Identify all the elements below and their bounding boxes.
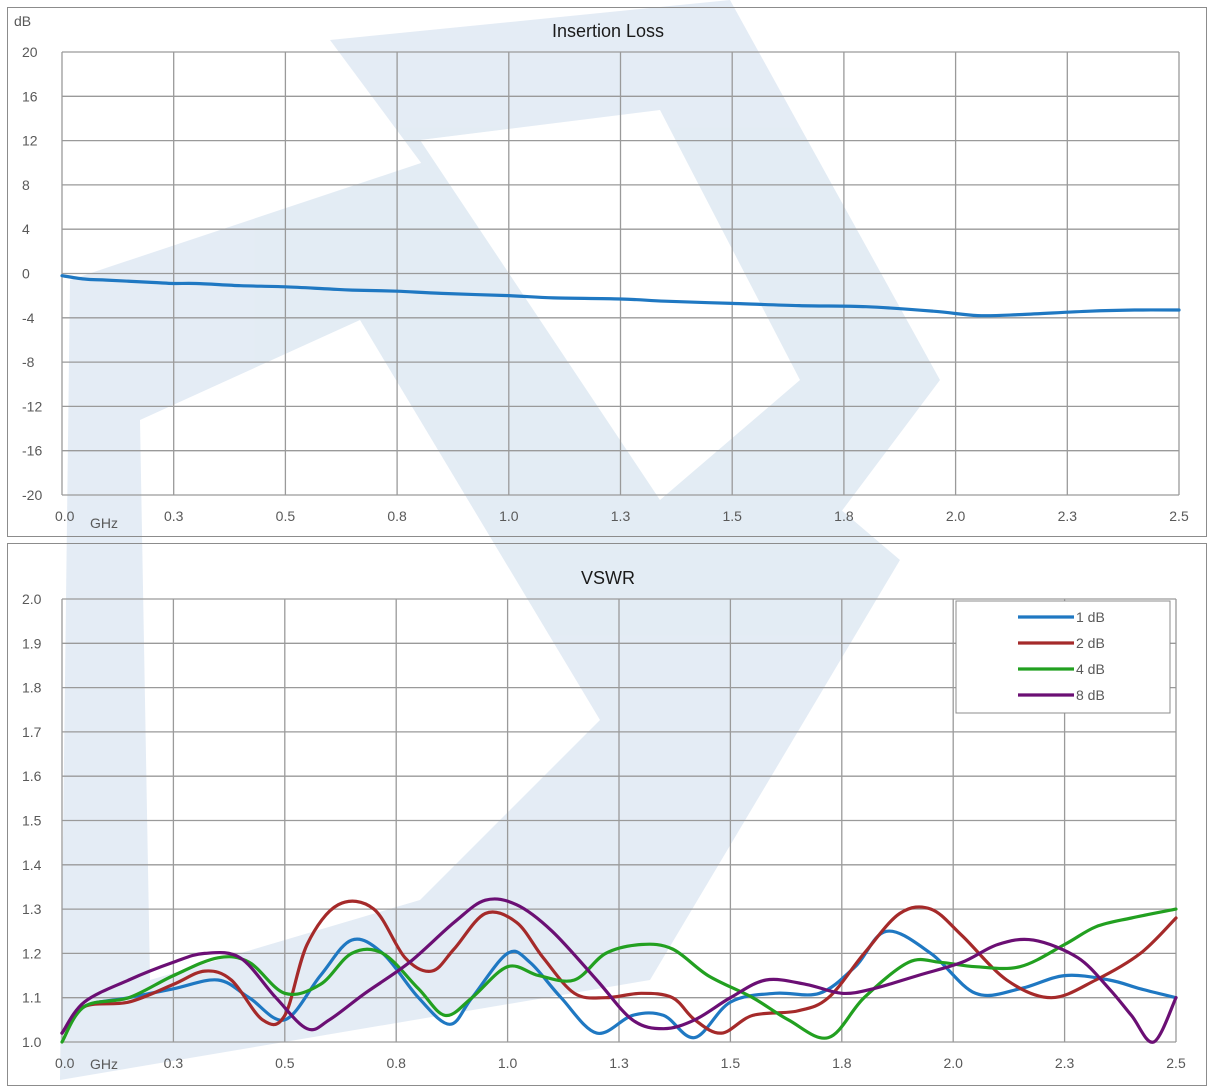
y-tick-label: 1.0: [22, 1034, 42, 1050]
x-tick-label: 1.5: [721, 1055, 741, 1071]
y-tick-label: -4: [22, 310, 35, 326]
y-tick-label: 2.0: [22, 591, 42, 607]
legend-label: 4 dB: [1076, 661, 1105, 677]
y-tick-label: 12: [22, 133, 38, 149]
legend-label: 8 dB: [1076, 687, 1105, 703]
x-tick-label: 0.8: [387, 508, 407, 524]
x-tick-label: 1.5: [722, 508, 742, 524]
x-axis-unit-label: GHz: [90, 515, 118, 531]
series-line-8-db: [60, 897, 1178, 1044]
x-tick-label: 1.0: [498, 1055, 518, 1071]
chart-title: Insertion Loss: [552, 21, 664, 41]
y-tick-label: 20: [22, 44, 38, 60]
insertion-loss-panel: 20 16 12 8 4 0 -4 -8 -12 -16 -20 0.0 0.3 0.5 0.8 1.0 1.…: [7, 7, 1207, 537]
insertion-loss-chart: 20 16 12 8 4 0 -4 -8 -12 -16 -20 0.0 0.3 0.5 0.8 1.0 1.…: [14, 13, 1189, 531]
x-tick-label: 1.8: [832, 1055, 852, 1071]
x-tick-label: 0.0: [55, 1055, 75, 1071]
x-tick-label: 2.0: [946, 508, 966, 524]
x-tick-label: 1.3: [609, 1055, 629, 1071]
y-tick-label: 0: [22, 266, 30, 282]
x-tick-label: 1.0: [499, 508, 519, 524]
x-tick-label: 0.5: [275, 1055, 295, 1071]
x-axis-unit-label: GHz: [90, 1056, 118, 1072]
series-line-1-db: [60, 929, 1178, 1040]
vswr-chart: 2.0 1.9 1.8 1.7 1.6 1.5 1.4 1.3 1.2 1.1 1.0 0.0 0.3…: [22, 568, 1186, 1072]
y-tick-label: 1.1: [22, 990, 42, 1006]
x-tick-label: 2.5: [1169, 508, 1189, 524]
y-tick-label: 16: [22, 88, 38, 104]
legend-label: 1 dB: [1076, 609, 1105, 625]
chart-title: VSWR: [581, 568, 635, 588]
x-tick-label: 0.3: [164, 508, 184, 524]
y-tick-label: -16: [22, 443, 42, 459]
y-axis-unit-label: dB: [14, 13, 31, 29]
legend: 1 dB 2 dB 4 dB 8 dB: [955, 600, 1171, 714]
y-tick-label: 1.9: [22, 635, 42, 651]
y-tick-label: 1.6: [22, 768, 42, 784]
x-tick-label: 2.3: [1058, 508, 1078, 524]
y-tick-label: -8: [22, 354, 35, 370]
x-tick-label: 2.3: [1055, 1055, 1075, 1071]
y-tick-label: 1.7: [22, 724, 42, 740]
vswr-panel: 2.0 1.9 1.8 1.7 1.6 1.5 1.4 1.3 1.2 1.1 1.0 0.0 0.3…: [7, 543, 1207, 1086]
series-line-1: [60, 274, 1181, 318]
x-tick-label: 0.0: [55, 508, 75, 524]
x-tick-label: 1.8: [834, 508, 854, 524]
y-tick-label: -20: [22, 487, 42, 503]
x-tick-label: 0.5: [276, 508, 296, 524]
x-tick-label: 0.3: [164, 1055, 184, 1071]
y-tick-label: 1.5: [22, 813, 42, 829]
y-tick-label: 1.4: [22, 857, 42, 873]
y-tick-label: -12: [22, 398, 42, 414]
y-tick-label: 1.2: [22, 945, 42, 961]
series-line-2-db: [60, 899, 1178, 1035]
x-tick-label: 0.8: [386, 1055, 406, 1071]
y-tick-label: 4: [22, 221, 30, 237]
y-tick-label: 1.3: [22, 901, 42, 917]
series-line-4-db: [60, 907, 1178, 1044]
y-tick-label: 8: [22, 177, 30, 193]
x-tick-label: 2.5: [1166, 1055, 1186, 1071]
x-tick-label: 2.0: [943, 1055, 963, 1071]
legend-label: 2 dB: [1076, 635, 1105, 651]
x-tick-label: 1.3: [611, 508, 631, 524]
y-tick-label: 1.8: [22, 680, 42, 696]
